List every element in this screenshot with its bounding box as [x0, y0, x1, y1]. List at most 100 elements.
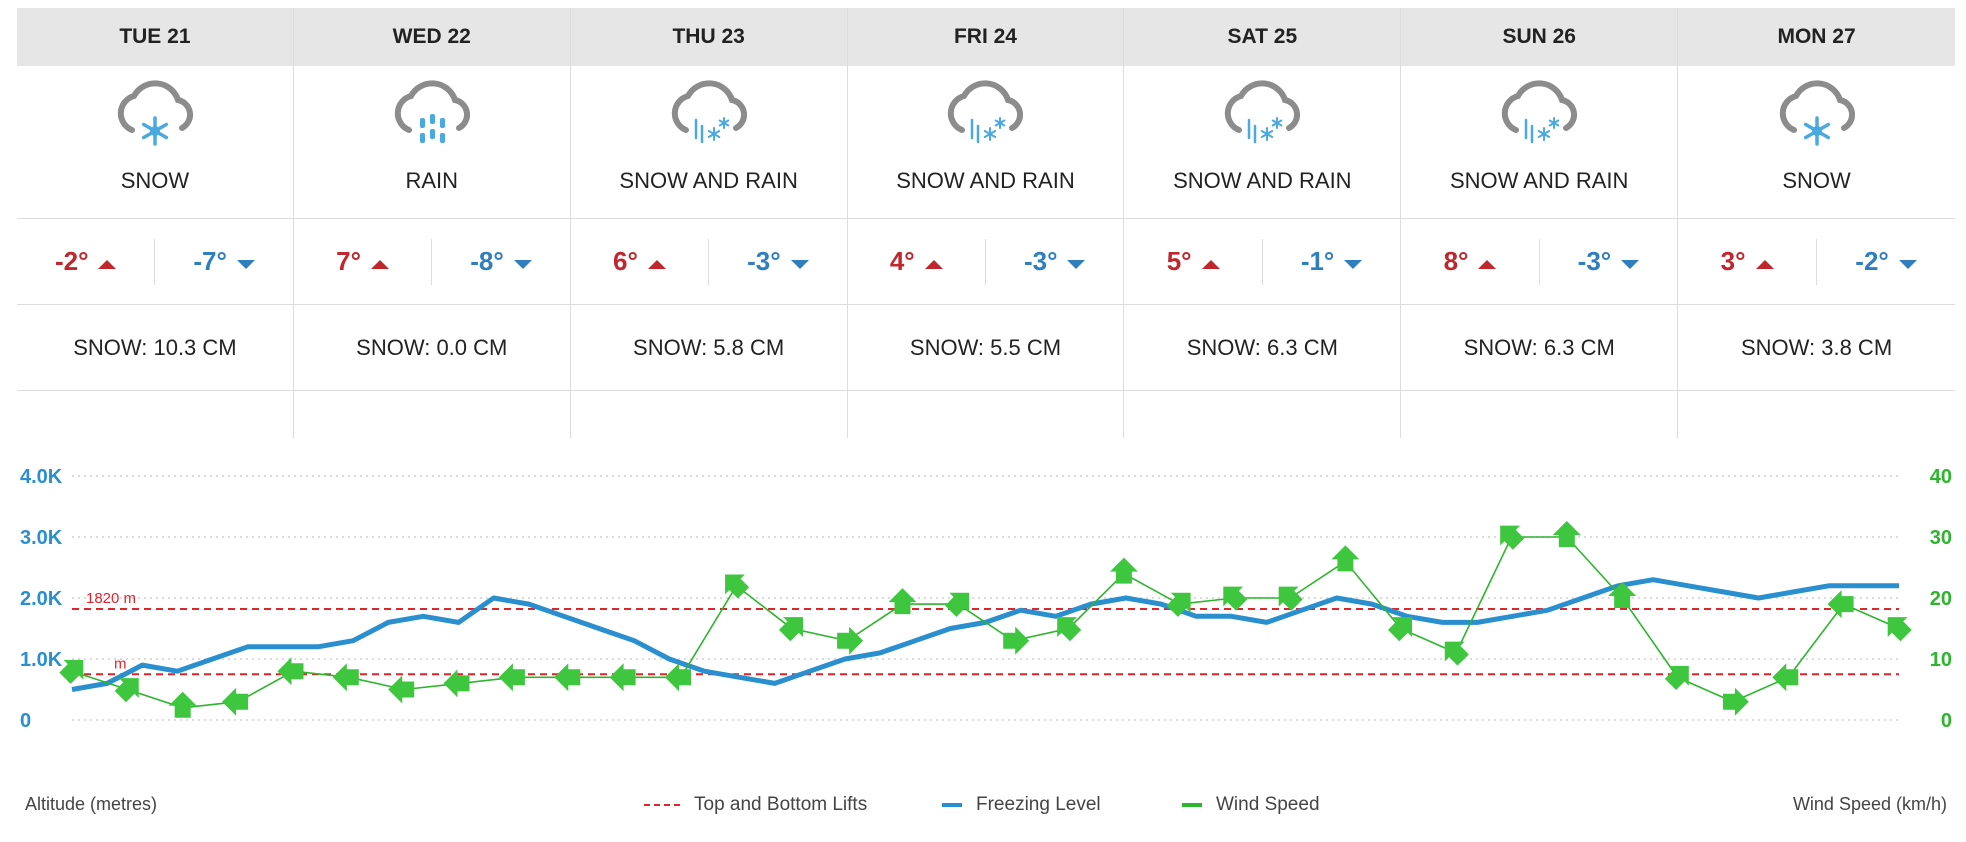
up-arrow-icon	[924, 260, 943, 269]
freezing-legend-swatch	[942, 803, 962, 807]
wind-arrow-icon	[277, 657, 304, 686]
wind-speed-line	[71, 536, 1900, 709]
high-temp: 5°	[1124, 246, 1261, 277]
wind-arrow-icon	[1887, 617, 1912, 642]
down-arrow-icon	[513, 260, 532, 269]
high-temp: 4°	[848, 246, 985, 277]
temp-divider	[1261, 238, 1263, 285]
wind-arrow-icon	[332, 663, 359, 692]
day-label: FRI 24	[847, 8, 1124, 66]
wind-arrow-marker	[778, 617, 804, 642]
wind-arrow-marker	[1109, 557, 1138, 584]
low-temp: -7°	[155, 246, 292, 277]
legend-label-lifts: Top and Bottom Lifts	[694, 794, 868, 815]
wind-arrow-icon	[1223, 586, 1248, 611]
down-arrow-icon	[1344, 260, 1363, 269]
wind-arrow-icon	[1608, 582, 1637, 608]
left-tick-label: 1.0K	[20, 649, 63, 671]
wind-arrow-icon	[1003, 626, 1030, 655]
wind-arrow-marker	[388, 675, 415, 704]
low-temp-value: -3°	[747, 246, 781, 276]
wind-arrow-icon	[168, 691, 197, 718]
snow-amount: SNOW: 5.8 CM	[570, 305, 847, 391]
weather-icon-cell	[294, 66, 570, 166]
temperature-row: 5° -1°	[1124, 218, 1401, 305]
wind-arrow-icon	[1166, 592, 1191, 617]
high-temp-value: 5°	[1166, 246, 1192, 276]
low-temp-value: -8°	[470, 246, 504, 276]
wind-arrow-icon	[1827, 590, 1854, 619]
wind-arrow-marker	[609, 663, 636, 692]
wind-arrow-marker	[554, 663, 581, 692]
snow-amount: SNOW: 3.8 CM	[1678, 305, 1955, 391]
high-temp-value: -2°	[54, 246, 89, 276]
condition-label: SNOW	[1782, 168, 1851, 193]
wind-arrow-icon	[388, 675, 415, 704]
down-arrow-icon	[1898, 260, 1917, 269]
wind-arrow-icon	[888, 588, 917, 615]
snow-amount: SNOW: 6.3 CM	[1124, 305, 1401, 391]
weather-icon-cell	[1401, 66, 1677, 166]
wind-arrow-icon	[1772, 663, 1799, 692]
up-arrow-icon	[370, 260, 389, 269]
day-column: WED 22 RAIN 7° -8°	[293, 8, 571, 438]
rain-icon	[394, 80, 470, 143]
low-temp-value: -7°	[193, 246, 227, 276]
temp-divider	[1816, 238, 1818, 285]
wind-arrow-marker	[1722, 687, 1749, 716]
day-column: TUE 21 SNOW -2° -7°	[17, 8, 294, 438]
wind-arrow-marker	[1827, 590, 1854, 619]
left-tick-label: 2.0K	[20, 588, 63, 610]
day-column: THU 23 SNOW AND RAIN 6°	[570, 8, 848, 438]
left-axis-title: Altitude (metres)	[25, 794, 158, 814]
forecast-chart: 0 1.0K 2.0K 3.0K 4.0K 0 10 20 30 40 1820 m m Altitu…	[17, 438, 1955, 842]
wind-legend-swatch	[1182, 803, 1202, 807]
left-tick-label: 4.0K	[20, 466, 63, 488]
weather-icon-cell	[571, 66, 847, 166]
low-temp: -1°	[1263, 246, 1400, 277]
down-arrow-icon	[236, 260, 255, 269]
up-arrow-icon	[647, 260, 666, 269]
wind-arrow-icon	[1331, 545, 1360, 572]
high-temp: 8°	[1401, 246, 1538, 277]
wind-arrow-marker	[1608, 582, 1637, 608]
wind-arrow-icon	[443, 669, 470, 698]
snow-amount: SNOW: 0.0 CM	[293, 305, 570, 391]
wind-arrow-marker	[665, 663, 691, 692]
high-temp-value: 7°	[336, 246, 361, 276]
legend-label-freezing: Freezing Level	[976, 794, 1101, 815]
wind-arrow-icon	[1552, 521, 1581, 547]
left-tick-label: 3.0K	[20, 527, 63, 549]
wind-arrow-marker	[59, 659, 84, 684]
wind-arrow-icon	[1444, 641, 1469, 666]
wind-arrow-marker	[1387, 617, 1413, 642]
low-temp: -2°	[1817, 246, 1955, 277]
wind-arrow-marker	[725, 574, 750, 599]
wind-arrow-icon	[1109, 557, 1138, 584]
low-temp-value: -3°	[1577, 246, 1612, 276]
lifts-legend-swatch	[644, 804, 680, 806]
wind-arrow-icon	[498, 663, 525, 692]
snow-amount: SNOW: 6.3 CM	[1401, 305, 1678, 391]
forecast-table: TUE 21 SNOW -2° -7°	[17, 8, 1955, 438]
day-label: SUN 26	[1401, 8, 1678, 66]
weather-icon-cell	[17, 66, 293, 166]
temp-divider	[1538, 238, 1540, 285]
wind-arrow-marker	[945, 592, 970, 617]
wind-arrow-icon	[1664, 665, 1689, 691]
condition-label: SNOW	[120, 168, 190, 193]
low-temp: -3°	[986, 246, 1123, 277]
left-tick-label: 0	[20, 710, 31, 732]
weather-icon-cell	[1678, 66, 1955, 166]
weather-icon-cell	[848, 66, 1124, 166]
right-tick-label: 0	[1941, 710, 1952, 732]
up-arrow-icon	[98, 260, 117, 269]
low-temp-value: -3°	[1023, 246, 1058, 276]
wind-arrow-icon	[59, 659, 84, 684]
high-temp: -2°	[17, 246, 154, 277]
wind-arrow-icon	[837, 626, 864, 655]
wind-arrow-marker	[114, 678, 139, 703]
day-column: MON 27 SNOW 3° -2°	[1678, 8, 1955, 438]
ski-forecast-widget: TUE 21 SNOW -2° -7°	[17, 8, 1955, 842]
day-label: SAT 25	[1124, 8, 1401, 66]
